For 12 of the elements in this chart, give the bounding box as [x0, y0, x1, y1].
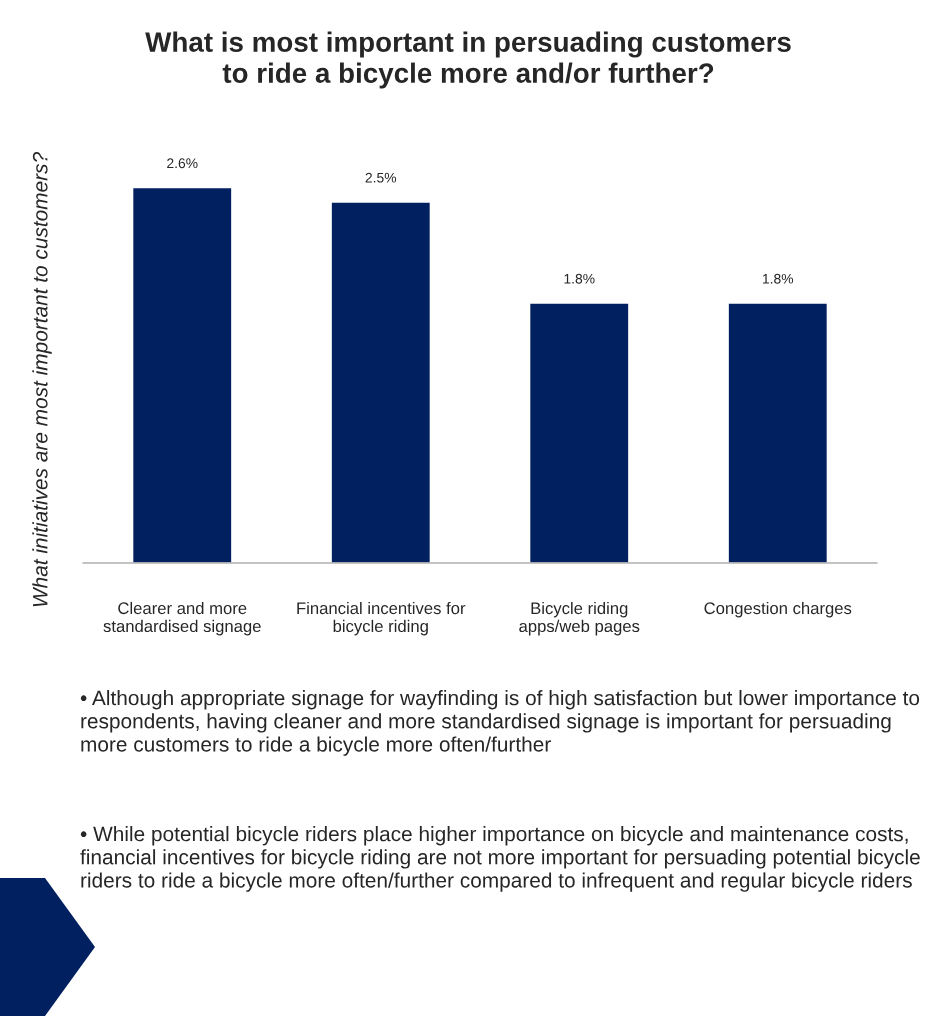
x-tick-label: Bicycle riding apps/web pages	[519, 601, 640, 636]
x-tick-label: Financial incentives for bicycle riding	[297, 601, 466, 636]
text: • While potential bicycle riders place higher importance on bicycle and maintenance costs, financial incentives for bicycle riding are not more important for persuading potential bicycle riders to ride a bicycle more often/further compared to infrequent and regular bicycle riders	[80, 826, 920, 892]
data-label: 2.5%	[365, 172, 397, 183]
chart-title: What is most important in persuading customers to ride a bicycle more and/or further?	[145, 31, 791, 89]
data-label: 1.8%	[564, 273, 595, 284]
x-tick-label: Congestion charges	[704, 601, 852, 618]
x-tick-label: Clearer and more standardised signage	[103, 601, 261, 636]
data-label: 2.6%	[167, 158, 198, 169]
text: • Although appropriate signage for wayfinding is of high satisfaction but lower importance to respondents, having cleaner and more standardised signage is important for persuading more customers to ride a bicycle more often/further	[80, 690, 920, 756]
data-label: 1.8%	[762, 273, 794, 284]
y-axis-title: What initiatives are most important to customers?	[32, 151, 52, 607]
